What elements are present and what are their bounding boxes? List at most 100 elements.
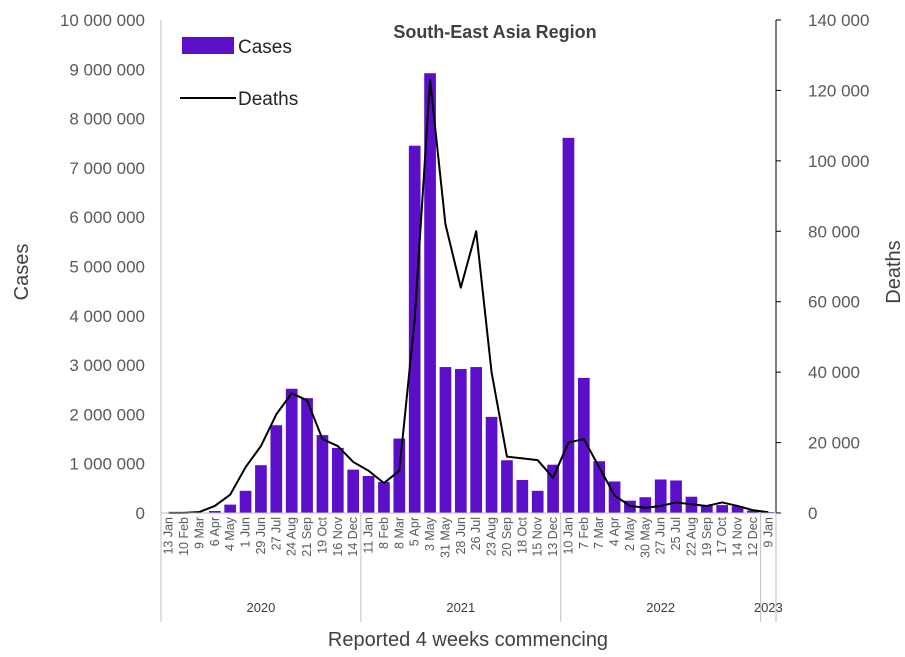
cases-bar [362, 476, 375, 513]
cases-bar [239, 490, 252, 513]
left-y-tick-label: 3 000 000 [69, 356, 145, 375]
right-y-tick-label: 60 000 [808, 293, 860, 312]
cases-bar [531, 490, 544, 513]
left-y-tick-label: 2 000 000 [69, 405, 145, 424]
x-tick-label: 22 Aug [684, 517, 698, 556]
cases-bar [270, 425, 283, 513]
deaths-line-group [168, 78, 769, 514]
x-tick-label: 4 May [223, 516, 237, 551]
x-tick-label: 2 May [623, 516, 637, 551]
year-group-label: 2021 [446, 600, 475, 615]
x-tick-label: 20 Sep [500, 517, 514, 557]
x-tick-label: 10 Feb [177, 517, 191, 556]
x-tick-label: 17 Oct [715, 516, 729, 553]
left-y-tick-label: 0 [136, 504, 145, 523]
left-y-tick-label: 7 000 000 [69, 159, 145, 178]
cases-bar [301, 398, 313, 513]
legend-cases-label: Cases [238, 37, 292, 58]
cases-bar [547, 464, 559, 513]
x-tick-label: 15 Nov [531, 516, 545, 556]
cases-bar [577, 377, 590, 513]
x-tick-label: 13 Jan [162, 517, 176, 555]
cases-bar [716, 505, 729, 513]
cases-bar [454, 369, 467, 513]
cases-bar [424, 73, 436, 514]
left-y-tick-label: 9 000 000 [69, 60, 145, 79]
cases-bar [485, 416, 498, 513]
x-tick-label: 27 Jun [654, 517, 668, 555]
x-tick-label: 5 Apr [408, 517, 422, 546]
cases-bar [608, 481, 621, 513]
cases-bars [193, 73, 775, 514]
deaths-line [168, 78, 769, 514]
left-y-tick-label: 8 000 000 [69, 110, 145, 129]
cases-bar [639, 497, 652, 513]
cases-bar [408, 145, 421, 513]
right-y-tick-label: 80 000 [808, 222, 860, 241]
year-group-label: 2022 [646, 600, 675, 615]
cases-bar [562, 137, 575, 513]
x-tick-label: 9 Jan [761, 517, 775, 548]
x-tick-label: 28 Jun [454, 517, 468, 555]
legend: Cases Deaths [180, 37, 298, 110]
cases-bar [501, 460, 513, 513]
x-tick-label: 18 Oct [515, 516, 529, 553]
x-tick-label: 14 Nov [731, 516, 745, 556]
left-y-axis-title: Cases [11, 244, 33, 301]
left-y-tick-label: 1 000 000 [69, 455, 145, 474]
left-y-ticks: 0 1 000 000 2 000 000 3 000 000 4 000 000 5 0… [60, 11, 145, 523]
cases-bar [285, 388, 298, 513]
x-tick-label: 14 Dec [346, 517, 360, 557]
cases-bar [747, 510, 759, 513]
right-y-tick-label: 40 000 [808, 363, 860, 382]
x-tick-label: 30 May [638, 516, 652, 558]
year-group-label: 2020 [246, 600, 275, 615]
cases-bar [670, 480, 682, 513]
right-y-tick-label: 100 000 [808, 152, 869, 171]
right-y-tick-label: 0 [808, 504, 817, 523]
cases-bar [731, 506, 744, 513]
right-y-ticks: 0 20 000 40 000 60 000 80 000 100 000 120 000 1… [776, 11, 869, 523]
cases-bar [439, 367, 452, 513]
x-axis-title: Reported 4 weeks commencing [328, 629, 608, 651]
cases-bar [331, 447, 344, 513]
x-tick-label: 26 Jul [469, 517, 483, 550]
x-tick-label: 25 Jul [669, 517, 683, 550]
x-tick-label: 31 May [438, 516, 452, 558]
cases-bar [208, 511, 221, 513]
x-tick-label: 8 Mar [392, 517, 406, 549]
x-tick-label: 10 Jan [561, 517, 575, 555]
left-y-tick-label: 4 000 000 [69, 307, 145, 326]
right-y-tick-label: 120 000 [808, 81, 869, 100]
x-tick-label: 29 Jun [254, 517, 268, 555]
cases-bar [378, 481, 390, 513]
x-tick-label: 19 Oct [315, 516, 329, 553]
x-tick-label: 7 Mar [592, 517, 606, 549]
x-tick-label: 3 May [423, 516, 437, 551]
cases-bar [255, 465, 267, 513]
year-groups: 2020 2021 2022 2023 [160, 513, 783, 622]
x-tick-label: 19 Sep [700, 517, 714, 557]
x-tick-label: 16 Nov [331, 516, 345, 556]
x-tick-label: 4 Apr [608, 517, 622, 546]
left-y-tick-label: 5 000 000 [69, 258, 145, 277]
right-y-tick-label: 20 000 [808, 434, 860, 453]
cases-bar [700, 505, 713, 513]
x-tick-label: 1 Jun [239, 517, 253, 548]
cases-bar [347, 469, 360, 513]
x-tick-label: 9 Mar [192, 517, 206, 549]
x-tick-label: 23 Aug [485, 517, 499, 556]
legend-cases-swatch [182, 37, 234, 54]
x-tick-label: 6 Apr [208, 517, 222, 546]
cases-bar [316, 435, 329, 513]
axes [160, 20, 777, 514]
cases-bar [516, 479, 529, 513]
cases-bar [470, 367, 483, 513]
right-y-tick-label: 140 000 [808, 11, 869, 30]
right-y-axis-title: Deaths [883, 240, 905, 303]
x-tick-label: 21 Sep [300, 517, 314, 557]
cases-bar [593, 461, 606, 513]
x-tick-label: 8 Feb [377, 517, 391, 549]
x-tick-label: 24 Aug [285, 517, 299, 556]
